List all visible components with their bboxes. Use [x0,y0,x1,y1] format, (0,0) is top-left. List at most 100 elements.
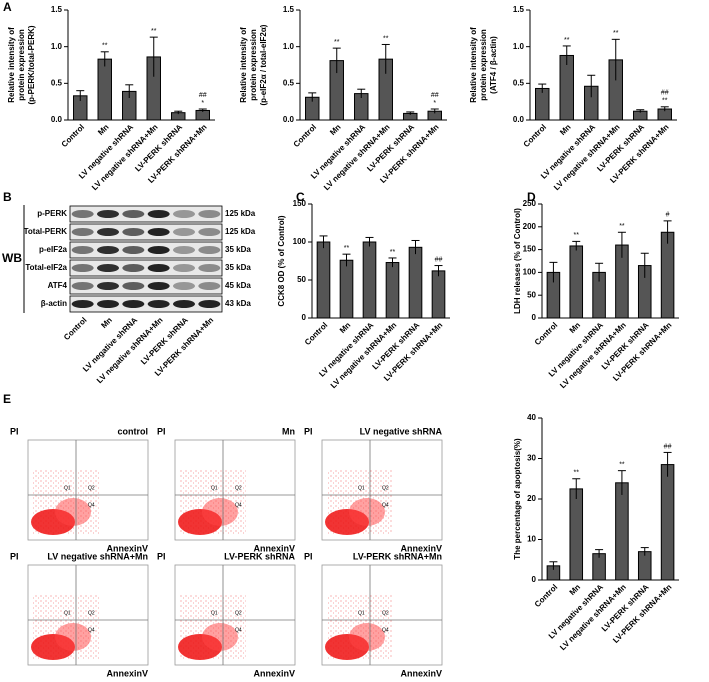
error-bar [611,38,620,81]
blot-band [147,210,170,218]
bar [637,551,652,581]
error-bar [411,239,420,255]
error-bar [636,109,645,113]
x-tick-label: Mn [568,582,583,597]
y-axis-label: CCK8 OD (% of Control) [277,215,286,306]
significance-label: ** [334,39,340,46]
error-bar [357,88,366,98]
blot-row-label: Total-eIF2a [25,263,67,272]
x-tick-label: Control [522,123,548,149]
x-tick-label: Control [60,123,86,149]
y-tick-label: 40 [527,413,536,422]
flow-cluster [55,623,91,651]
x-tick-label: Mn [558,122,573,137]
y-tick-label: 10 [527,535,536,544]
blot-band [173,246,195,254]
y-tick-label: 50 [297,275,306,284]
significance-label: ** [383,35,389,42]
quadrant-label: Q4 [382,627,389,633]
significance-label: ** [102,43,108,50]
y-axis-label: Relative intensity of [239,27,248,103]
y-tick-label: 1.5 [513,5,525,14]
x-tick-label: Control [533,321,559,347]
y-tick-label: 0 [302,313,307,322]
significance-label: ## [199,92,207,99]
error-bar [342,253,351,267]
x-tick-label: Mn [99,315,114,330]
flow-title: LV-PERK shRNA [224,551,295,561]
error-bar [434,265,443,277]
error-bar [660,106,669,112]
blot-size-label: 125 kDa [225,209,256,218]
flow-y-label: PI [157,426,166,436]
bar [408,246,423,319]
significance-label: ** [574,470,580,477]
bar [316,241,331,319]
y-tick-label: 20 [527,494,536,503]
y-tick-label: 50 [527,290,536,299]
blot-band [71,264,94,272]
error-bar [388,257,397,268]
y-tick-label: 200 [523,222,537,231]
blot-band [173,264,195,272]
blot-band [97,300,119,308]
flow-x-label: AnnexinV [400,668,442,678]
error-bar [365,236,374,247]
flow-y-label: PI [157,551,166,561]
blot-size-label: 43 kDa [225,299,251,308]
blot-band [198,300,221,308]
blot-band [122,300,145,308]
blot-band [147,264,170,272]
error-bar [640,547,649,556]
significance-label: * [433,100,436,107]
flow-x-label: AnnexinV [253,543,295,553]
x-tick-label: Control [62,316,88,342]
y-tick-label: 0.0 [513,115,525,124]
blot-size-label: 45 kDa [225,281,251,290]
blot-band [71,210,94,218]
blot-band [71,228,94,236]
significance-label: ** [619,461,625,468]
flow-y-label: PI [10,426,19,436]
x-tick-label: Mn [96,122,111,137]
y-tick-label: 30 [527,454,536,463]
bar [660,464,675,581]
error-bar [663,220,672,244]
blot-band [173,300,195,308]
panel-letter: D [527,190,536,204]
flow-x-label: AnnexinV [106,543,148,553]
y-tick-label: 0 [532,313,537,322]
blot-band [198,228,221,236]
blot-band [147,228,170,236]
significance-label: ## [431,92,439,99]
error-bar [562,45,571,65]
flow-cluster [202,623,238,651]
flow-title: control [118,426,149,436]
x-tick-label: Mn [568,320,583,335]
y-tick-label: 0.0 [51,115,63,124]
panel-letter: C [296,190,305,204]
error-bar [549,261,558,283]
blot-band [198,264,221,272]
quadrant-label: Q1 [64,485,71,491]
blot-band [122,210,145,218]
y-axis-label: LDH releases (% of Control) [513,208,522,314]
bar [431,270,446,319]
y-tick-label: 1.5 [51,5,63,14]
quadrant-label: Q2 [382,610,389,616]
y-axis-label: (p-PERK/total-PERK) [27,25,36,104]
quadrant-label: Q1 [64,610,71,616]
blot-row-label: Total-PERK [24,227,68,236]
blot-row-label: β-actin [41,299,67,308]
y-tick-label: 1.0 [51,42,63,51]
error-bar [617,231,626,258]
y-tick-label: 100 [523,268,537,277]
quadrant-label: Q2 [235,485,242,491]
wb-label: WB [2,251,22,265]
bar [660,231,675,319]
blot-band [147,300,170,308]
error-bar [100,51,109,67]
blot-band [122,264,145,272]
blot-band [122,282,145,290]
